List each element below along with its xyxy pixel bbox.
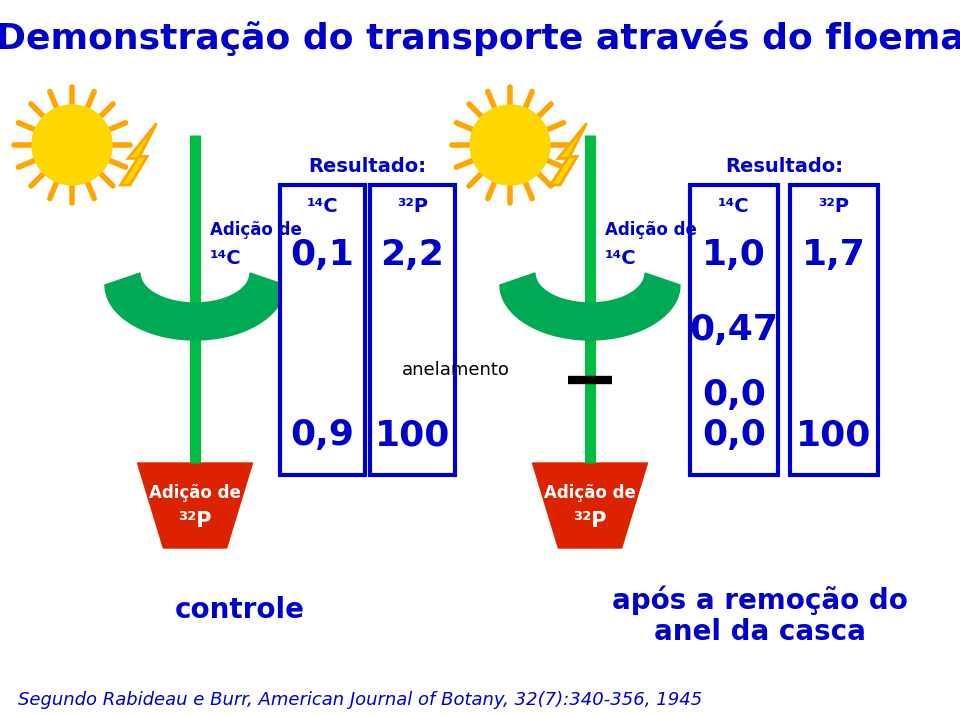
Polygon shape — [500, 273, 680, 340]
Text: 0,0: 0,0 — [702, 378, 766, 412]
Text: ¹⁴C: ¹⁴C — [306, 197, 338, 217]
Polygon shape — [533, 463, 647, 548]
Text: Resultado:: Resultado: — [308, 157, 426, 177]
Text: 1,7: 1,7 — [802, 238, 866, 272]
Text: 0,47: 0,47 — [689, 313, 779, 347]
FancyBboxPatch shape — [790, 185, 878, 475]
Polygon shape — [105, 273, 285, 340]
Text: Segundo Rabideau e Burr, American Journal of Botany, 32(7):340-356, 1945: Segundo Rabideau e Burr, American Journa… — [18, 691, 703, 709]
Text: ³²P: ³²P — [179, 511, 212, 531]
Text: 0,0: 0,0 — [702, 418, 766, 452]
Text: controle: controle — [175, 596, 305, 624]
Polygon shape — [121, 123, 156, 185]
Circle shape — [32, 105, 112, 185]
FancyBboxPatch shape — [370, 185, 455, 475]
Text: 100: 100 — [374, 418, 450, 452]
Text: ³²P: ³²P — [819, 197, 850, 217]
Text: Adição de: Adição de — [149, 484, 241, 502]
Text: ³²P: ³²P — [397, 197, 428, 217]
Text: ³²P: ³²P — [573, 511, 607, 531]
Text: 100: 100 — [796, 418, 872, 452]
Text: 0,1: 0,1 — [291, 238, 354, 272]
Text: Adição de: Adição de — [210, 221, 301, 239]
Text: ¹⁴C: ¹⁴C — [605, 249, 636, 267]
Circle shape — [470, 105, 550, 185]
Text: Demonstração do transporte através do floema: Demonstração do transporte através do fl… — [0, 20, 960, 56]
Text: Resultado:: Resultado: — [725, 157, 843, 177]
Text: anelamento: anelamento — [402, 361, 510, 379]
Polygon shape — [137, 463, 252, 548]
Text: 2,2: 2,2 — [380, 238, 444, 272]
Text: Adição de: Adição de — [544, 484, 636, 502]
Text: ¹⁴C: ¹⁴C — [210, 249, 242, 267]
Text: ¹⁴C: ¹⁴C — [718, 197, 750, 217]
Text: após a remoção do: após a remoção do — [612, 586, 908, 615]
Text: Adição de: Adição de — [605, 221, 697, 239]
Text: 1,0: 1,0 — [702, 238, 766, 272]
Text: 0,9: 0,9 — [291, 418, 354, 452]
FancyBboxPatch shape — [280, 185, 365, 475]
FancyBboxPatch shape — [690, 185, 778, 475]
Text: anel da casca: anel da casca — [654, 618, 866, 646]
Polygon shape — [550, 123, 587, 185]
